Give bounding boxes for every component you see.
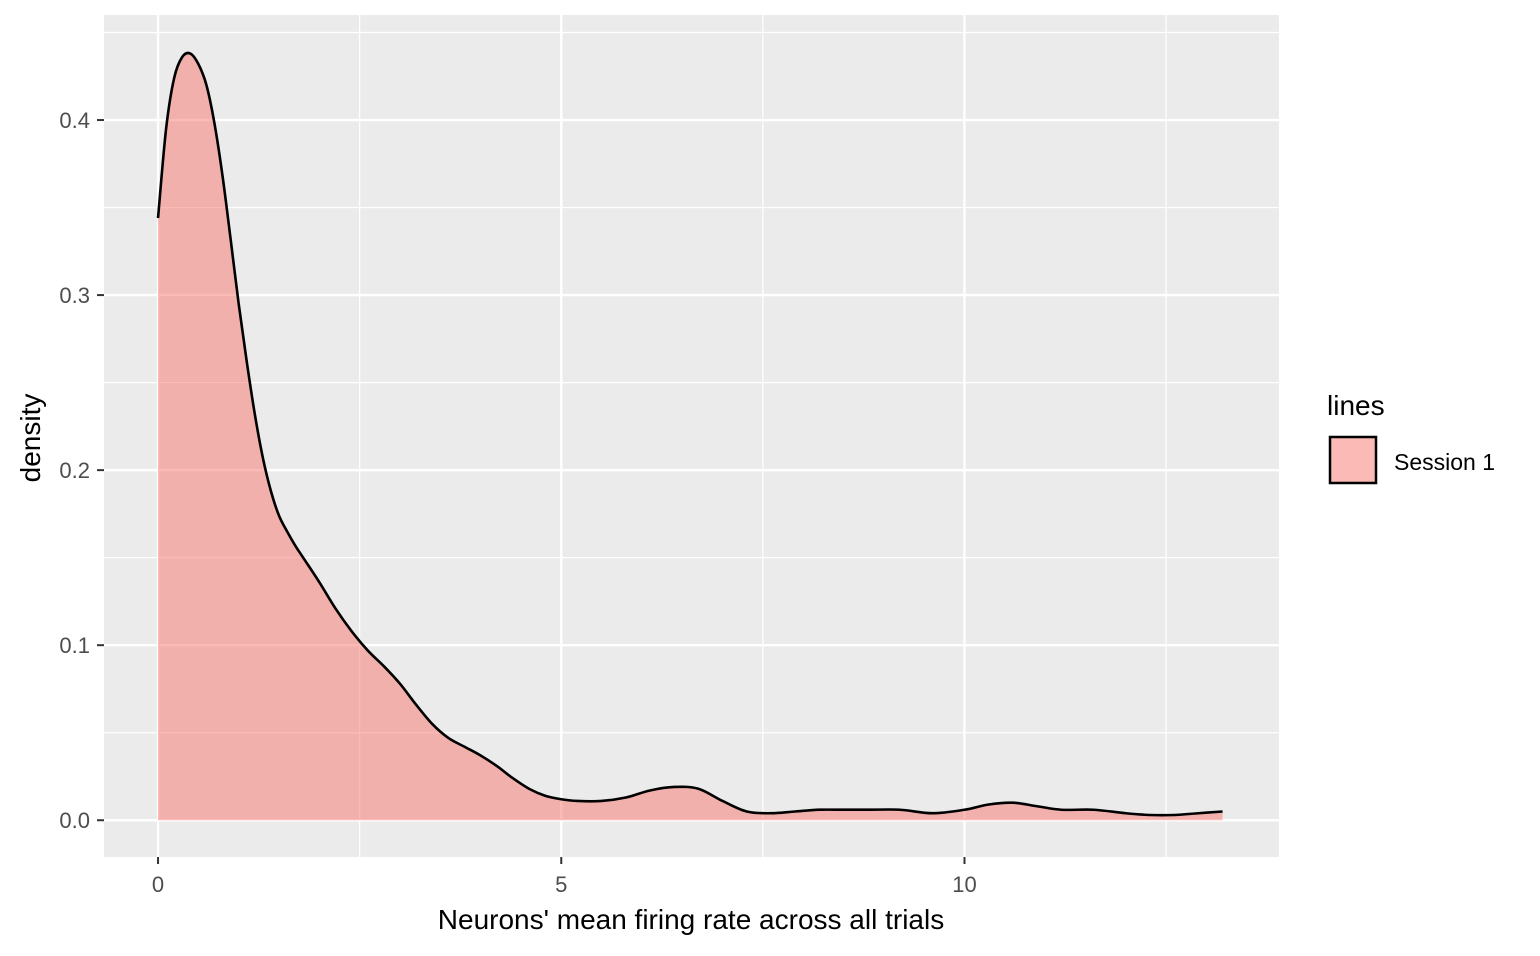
legend-label-session-1: Session 1 <box>1394 449 1495 475</box>
legend-title: lines <box>1327 390 1385 421</box>
y-tick-label: 0.1 <box>59 633 90 658</box>
density-area <box>158 52 1223 821</box>
y-tick-label: 0.3 <box>59 283 90 308</box>
x-tick-label: 5 <box>555 872 567 897</box>
legend-key-session-1 <box>1328 435 1378 485</box>
y-tick-label: 0.4 <box>59 108 90 133</box>
x-tick-label: 10 <box>952 872 976 897</box>
x-axis-label: Neurons' mean firing rate across all tri… <box>438 904 944 935</box>
legend: lines Session 1 <box>1327 390 1495 485</box>
y-axis-label: density <box>15 394 46 483</box>
density-curve <box>156 51 1223 817</box>
x-tick-label: 0 <box>152 872 164 897</box>
x-axis: 0 5 10 <box>152 857 977 897</box>
y-tick-label: 0.0 <box>59 808 90 833</box>
y-tick-label: 0.2 <box>59 458 90 483</box>
y-axis: 0.0 0.1 0.2 0.3 0.4 <box>59 108 104 833</box>
density-series <box>156 51 1223 821</box>
